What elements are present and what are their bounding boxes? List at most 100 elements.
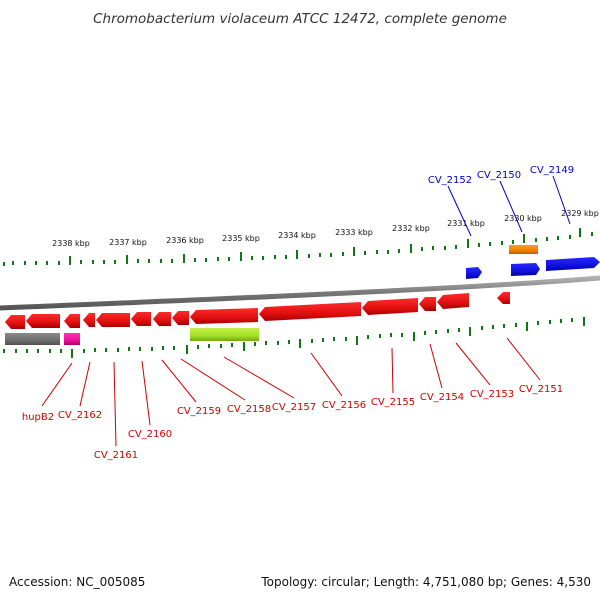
gene-label-cv-2153[interactable]: CV_2153 <box>470 389 514 400</box>
gene-cv-2150[interactable] <box>511 263 540 276</box>
gene-label-cv-2159[interactable]: CV_2159 <box>177 406 221 417</box>
tick-major <box>353 247 355 256</box>
tick <box>251 256 253 260</box>
tick <box>173 346 175 350</box>
gene-cv-2157-b[interactable] <box>172 311 189 325</box>
gene-label-cv-2158[interactable]: CV_2158 <box>227 404 271 415</box>
gene-label-cv-2152[interactable]: CV_2152 <box>428 175 472 186</box>
tick <box>151 347 153 351</box>
tick <box>265 341 267 345</box>
tick <box>277 341 279 345</box>
forward-tick-track <box>3 228 593 266</box>
gene-label-cv-2155[interactable]: CV_2155 <box>371 397 415 408</box>
tick <box>26 349 28 353</box>
leader-line <box>506 337 541 381</box>
forward-leaders <box>447 175 571 237</box>
tick-major <box>71 349 73 358</box>
reverse-tick-track <box>3 317 585 358</box>
leader-line <box>447 185 472 237</box>
tick <box>492 325 494 329</box>
tick <box>105 348 107 352</box>
tick <box>515 323 517 327</box>
leader-line <box>161 359 197 403</box>
tick <box>162 346 164 350</box>
gene-green-feature[interactable] <box>190 328 259 341</box>
tick <box>569 235 571 239</box>
tick <box>308 254 310 258</box>
gene-cv-2157-a[interactable] <box>153 312 171 326</box>
reverse-gene-labels: hupB2 CV_2162 CV_2161 CV_2160 CV_2159 CV… <box>22 384 563 461</box>
tick <box>571 318 573 322</box>
tick <box>205 258 207 262</box>
gene-label-cv-2162[interactable]: CV_2162 <box>58 410 102 421</box>
gene-magenta-feature[interactable] <box>64 333 80 345</box>
gene-cv-2159[interactable] <box>96 313 130 327</box>
scale-label: 2332 kbp <box>392 224 430 233</box>
gene-hupb2[interactable] <box>5 315 25 329</box>
tick <box>208 344 210 348</box>
leader-line <box>180 358 246 401</box>
gene-label-cv-2161[interactable]: CV_2161 <box>94 450 138 461</box>
tick <box>501 241 503 245</box>
tick <box>49 349 51 353</box>
gene-cv-2154[interactable] <box>362 298 418 315</box>
gene-orange-feature[interactable] <box>509 245 538 254</box>
gene-cv-2149[interactable] <box>546 257 600 271</box>
scale-label: 2331 kbp <box>447 219 485 228</box>
gene-cv-2151[interactable] <box>497 292 510 304</box>
reverse-genes <box>5 292 510 345</box>
gene-label-cv-2149[interactable]: CV_2149 <box>530 165 574 176</box>
gene-cv-2158[interactable] <box>131 312 151 326</box>
tick <box>549 320 551 324</box>
tick <box>80 260 82 264</box>
tick-major <box>356 336 358 345</box>
gene-gray-feature[interactable] <box>5 333 60 345</box>
tick <box>481 326 483 330</box>
tick <box>537 321 539 325</box>
gene-label-cv-2157[interactable]: CV_2157 <box>272 402 316 413</box>
tick <box>333 337 335 341</box>
tick <box>220 344 222 348</box>
tick <box>364 251 366 255</box>
gene-label-cv-2154[interactable]: CV_2154 <box>420 392 464 403</box>
gene-label-cv-2156[interactable]: CV_2156 <box>322 400 366 411</box>
gene-cv-2155[interactable] <box>259 302 361 321</box>
tick <box>254 342 256 346</box>
tick <box>458 328 460 332</box>
tick <box>557 236 559 240</box>
tick <box>217 257 219 261</box>
tick <box>228 257 230 261</box>
tick <box>546 237 548 241</box>
gene-label-cv-2151[interactable]: CV_2151 <box>519 384 563 395</box>
tick <box>114 260 116 264</box>
gene-cv-2152[interactable] <box>466 267 482 279</box>
gene-cv-2160[interactable] <box>83 313 95 327</box>
tick <box>92 260 94 264</box>
gene-cv-2161[interactable] <box>64 314 80 328</box>
gene-cv-2153-a[interactable] <box>419 297 436 311</box>
gene-label-cv-2160[interactable]: CV_2160 <box>128 429 172 440</box>
gene-cv-2156[interactable] <box>190 308 258 324</box>
tick <box>455 245 457 249</box>
tick <box>3 262 5 266</box>
gene-cv-2162[interactable] <box>26 314 60 328</box>
gene-cv-2153[interactable] <box>437 293 469 309</box>
tick-major <box>69 256 71 265</box>
scale-label: 2338 kbp <box>52 239 90 248</box>
leader-line <box>499 180 523 233</box>
tick <box>512 240 514 244</box>
tick <box>37 349 39 353</box>
tick <box>432 246 434 250</box>
tick <box>424 331 426 335</box>
tick <box>58 261 60 265</box>
gene-label-hupb2[interactable]: hupB2 <box>22 412 54 423</box>
tick <box>46 261 48 265</box>
tick-major <box>186 345 188 354</box>
gene-label-cv-2150[interactable]: CV_2150 <box>477 170 521 181</box>
tick <box>311 339 313 343</box>
scale-label: 2329 kbp <box>561 209 599 218</box>
genome-summary-text: Topology: circular; Length: 4,751,080 bp… <box>260 575 591 589</box>
tick <box>103 260 105 264</box>
tick <box>398 249 400 253</box>
